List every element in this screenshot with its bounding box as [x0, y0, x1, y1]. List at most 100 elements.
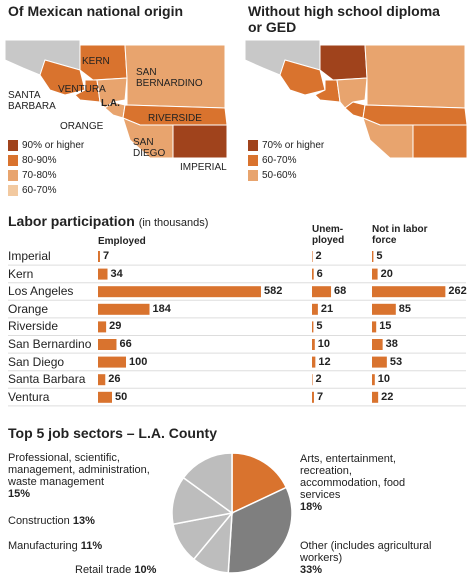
pie-value: 18% [300, 501, 323, 513]
bar-value: 38 [385, 338, 398, 350]
bar-value: 2 [315, 373, 322, 386]
legend-label: 50-60% [262, 170, 297, 181]
legend-label: 70-80% [22, 170, 57, 181]
legend-label: 90% or higher [22, 140, 85, 151]
bar-value: 21 [320, 302, 334, 315]
row-label: San Bernardino [8, 337, 92, 351]
legend-swatch [248, 170, 258, 181]
row-label: Santa Barbara [8, 372, 86, 387]
row-label: Imperial [8, 249, 51, 263]
map-label: SAN DIEGO [133, 137, 166, 159]
bar-value: 100 [129, 355, 148, 368]
map-label: L.A. [101, 98, 120, 109]
bar [98, 374, 106, 386]
map-region [39, 59, 86, 96]
bar-value: 15 [379, 320, 392, 333]
bar-value: 34 [110, 267, 123, 280]
bar [98, 251, 100, 262]
column-header: Employed [98, 236, 146, 247]
pie-value: 33% [300, 564, 323, 576]
pie-category: Manufacturing [8, 540, 78, 552]
bar-value: 10 [317, 338, 331, 350]
map-title: Of Mexican national origin [8, 3, 184, 19]
bar-value: 20 [380, 267, 393, 280]
bar [312, 251, 313, 262]
legend-swatch [8, 155, 18, 166]
bar [372, 268, 378, 280]
chart-title: Top 5 job sectors – L.A. County [8, 425, 217, 441]
pie-label: Professional, scientific, management, ad… [8, 452, 168, 500]
bar-value: 262 [448, 285, 467, 298]
pie-slice [182, 452, 233, 515]
bar-value: 7 [316, 390, 324, 403]
bar-value: 2 [315, 250, 322, 262]
map-label: KERN [82, 56, 110, 67]
legend-label: 80-90% [22, 155, 57, 166]
bar [372, 374, 375, 386]
legend-label: 60-70% [22, 185, 57, 196]
pie-category: Professional, scientific, management, ad… [8, 452, 150, 488]
pie-label: Construction 13% [8, 515, 95, 527]
bar [98, 303, 150, 315]
map-region [364, 44, 466, 109]
bar-value: 582 [263, 285, 283, 298]
bar-value: 85 [398, 302, 412, 315]
pie-value: 11% [80, 540, 103, 552]
pie-value: 15% [8, 488, 31, 500]
pie-category: Arts, entertainment, recreation, accommo… [300, 453, 406, 501]
bar [372, 286, 446, 298]
bar [372, 303, 396, 315]
pie-label: Other (includes agricultural workers) 33% [300, 540, 440, 576]
pie-category: Construction [8, 515, 70, 527]
map-region [362, 104, 468, 126]
pie-label: Arts, entertainment, recreation, accommo… [300, 453, 415, 513]
pie-slice [231, 452, 288, 515]
bar-value: 184 [152, 302, 171, 315]
map-title: Without high school diploma or GED [248, 3, 440, 35]
bar-value: 12 [318, 355, 331, 368]
map-label: RIVERSIDE [148, 113, 202, 124]
legend-swatch [8, 140, 18, 151]
pie-category: Retail trade [75, 564, 132, 576]
bar-value: 29 [109, 320, 122, 333]
row-label: Riverside [8, 319, 59, 334]
map-region [412, 124, 468, 159]
pie-slice [227, 486, 293, 574]
row-label: Ventura [8, 389, 50, 404]
legend-swatch [8, 170, 18, 181]
bar [372, 339, 383, 350]
map-label: ORANGE [60, 121, 104, 132]
map-region [172, 124, 228, 159]
map-label: SANTA BARBARA [8, 90, 56, 112]
map-region [279, 59, 326, 96]
bar-value: 22 [381, 390, 394, 403]
bar [312, 286, 332, 298]
bar [372, 321, 377, 333]
map-mexican-origin [4, 39, 228, 159]
bar [98, 286, 261, 298]
bar-value: 66 [119, 338, 132, 350]
bar-value: 7 [102, 250, 110, 262]
legend-swatch [248, 155, 258, 166]
bar-value: 53 [389, 355, 403, 368]
pie-label: Manufacturing 11% [8, 540, 102, 552]
legend-label: 70% or higher [262, 140, 325, 151]
row-label: Kern [8, 266, 34, 281]
legend-label: 60-70% [262, 155, 297, 166]
row-label: Los Angeles [8, 284, 74, 299]
subtitle: (in thousands) [138, 217, 209, 229]
bar [372, 356, 387, 368]
bar [98, 339, 117, 350]
bar-value: 5 [376, 250, 383, 262]
bar-value: 50 [115, 390, 128, 403]
map-region [319, 44, 368, 81]
bar [98, 391, 112, 403]
bar [98, 268, 108, 280]
column-header: Unem-ployed [312, 224, 345, 246]
bar-value: 6 [316, 267, 323, 280]
pie-label: Retail trade 10% [75, 564, 156, 576]
map-label: SAN BERNARDINO [136, 67, 203, 89]
legend-swatch [248, 140, 258, 151]
chart-title: Labor participation (in thousands) [8, 213, 208, 231]
